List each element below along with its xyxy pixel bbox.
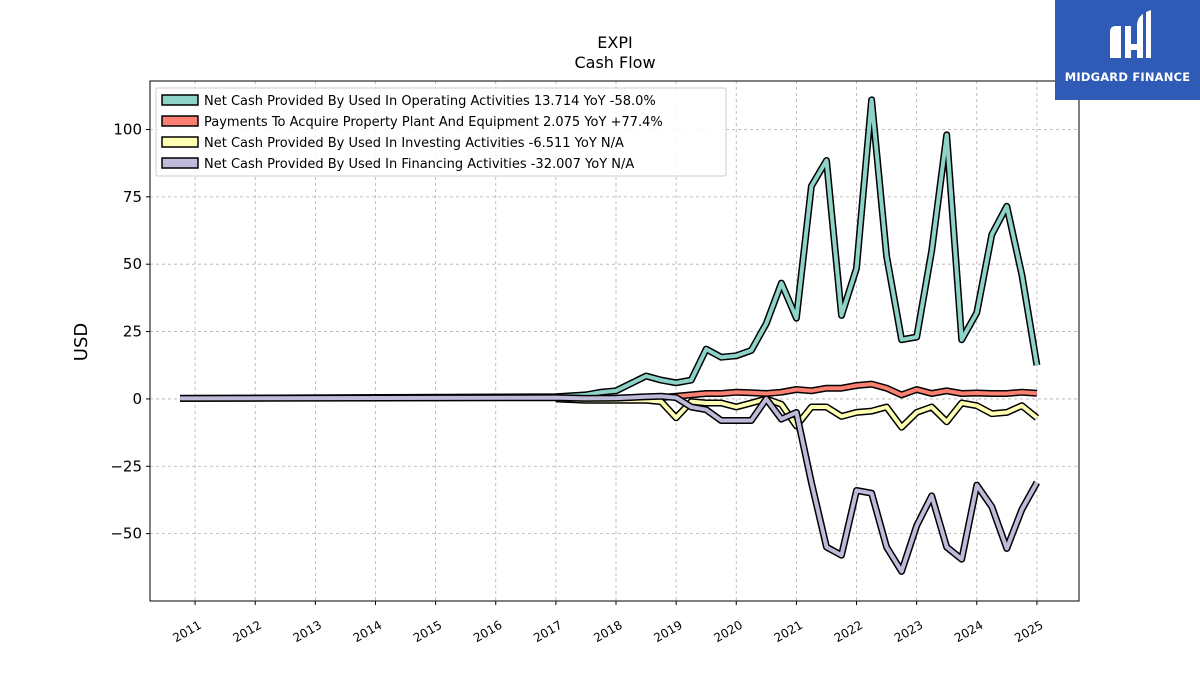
logo-text: MIDGARD FINANCE <box>1064 70 1191 84</box>
legend: Net Cash Provided By Used In Operating A… <box>155 87 727 177</box>
y-tick-label: −25 <box>110 457 142 475</box>
legend-box <box>155 87 727 177</box>
legend-label: Payments To Acquire Property Plant And E… <box>204 115 663 130</box>
y-tick-label: 100 <box>113 120 142 138</box>
series-4 <box>180 392 1040 575</box>
legend-swatch <box>161 157 199 169</box>
y-tick-label: 0 <box>132 390 142 408</box>
legend-label: Net Cash Provided By Used In Operating A… <box>204 94 656 109</box>
y-tick-label: 25 <box>123 323 142 341</box>
series-4-line <box>180 394 1039 574</box>
chart-subtitle: Cash Flow <box>574 53 655 72</box>
legend-swatch <box>161 94 199 106</box>
y-tick-label: 50 <box>123 255 142 273</box>
y-tick-label: 75 <box>123 188 142 206</box>
legend-label: Net Cash Provided By Used In Financing A… <box>204 157 634 172</box>
legend-label: Net Cash Provided By Used In Investing A… <box>204 136 624 151</box>
series-layer <box>180 96 1041 575</box>
series-3-line <box>555 396 1039 430</box>
chart-title: EXPI <box>597 33 632 52</box>
logo-mark-icon <box>1110 10 1151 58</box>
y-tick-label: −50 <box>110 525 142 543</box>
legend-swatch <box>161 115 199 127</box>
brand-logo: MIDGARD FINANCE <box>1055 0 1200 100</box>
legend-swatch <box>161 136 199 148</box>
series-1 <box>180 96 1041 402</box>
series-3 <box>555 395 1040 431</box>
plot-frame <box>149 80 1080 602</box>
y-axis-label: USD <box>71 323 92 361</box>
series-1-line <box>180 97 1039 401</box>
